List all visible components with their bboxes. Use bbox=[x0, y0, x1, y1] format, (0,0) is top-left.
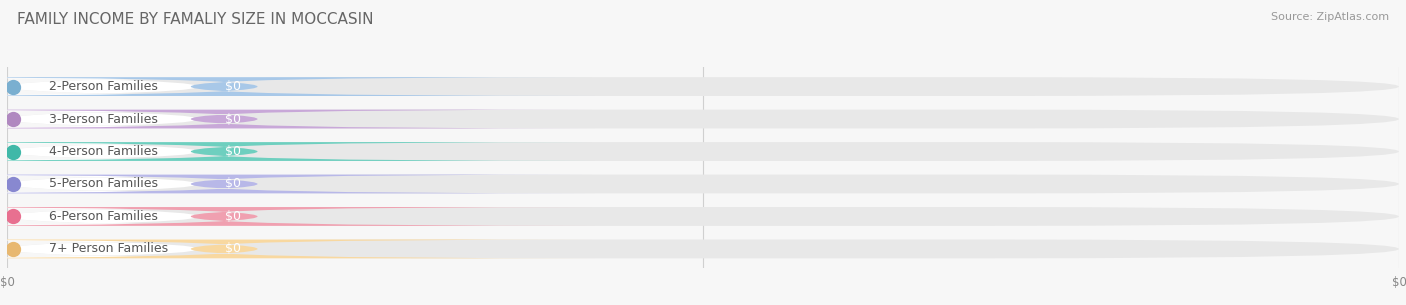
Text: 7+ Person Families: 7+ Person Families bbox=[49, 242, 167, 255]
Text: FAMILY INCOME BY FAMALIY SIZE IN MOCCASIN: FAMILY INCOME BY FAMALIY SIZE IN MOCCASI… bbox=[17, 12, 374, 27]
FancyBboxPatch shape bbox=[0, 109, 411, 128]
FancyBboxPatch shape bbox=[0, 174, 595, 193]
FancyBboxPatch shape bbox=[7, 77, 1399, 96]
FancyBboxPatch shape bbox=[0, 142, 595, 161]
FancyBboxPatch shape bbox=[0, 174, 411, 193]
FancyBboxPatch shape bbox=[7, 109, 1399, 128]
FancyBboxPatch shape bbox=[0, 77, 595, 96]
Text: $0: $0 bbox=[225, 80, 240, 93]
FancyBboxPatch shape bbox=[0, 142, 411, 161]
Text: Source: ZipAtlas.com: Source: ZipAtlas.com bbox=[1271, 12, 1389, 22]
FancyBboxPatch shape bbox=[7, 174, 1399, 193]
Text: 2-Person Families: 2-Person Families bbox=[49, 80, 157, 93]
FancyBboxPatch shape bbox=[7, 239, 1399, 258]
Text: 3-Person Families: 3-Person Families bbox=[49, 113, 157, 126]
Text: 6-Person Families: 6-Person Families bbox=[49, 210, 157, 223]
Text: 4-Person Families: 4-Person Families bbox=[49, 145, 157, 158]
FancyBboxPatch shape bbox=[0, 207, 411, 226]
FancyBboxPatch shape bbox=[0, 77, 411, 96]
Text: $0: $0 bbox=[225, 242, 240, 255]
FancyBboxPatch shape bbox=[0, 239, 595, 258]
FancyBboxPatch shape bbox=[7, 207, 1399, 226]
Text: $0: $0 bbox=[225, 210, 240, 223]
Text: 5-Person Families: 5-Person Families bbox=[49, 178, 157, 191]
FancyBboxPatch shape bbox=[0, 239, 411, 258]
Text: $0: $0 bbox=[225, 145, 240, 158]
FancyBboxPatch shape bbox=[7, 142, 1399, 161]
Text: $0: $0 bbox=[225, 113, 240, 126]
FancyBboxPatch shape bbox=[0, 207, 595, 226]
FancyBboxPatch shape bbox=[0, 109, 595, 128]
Text: $0: $0 bbox=[225, 178, 240, 191]
